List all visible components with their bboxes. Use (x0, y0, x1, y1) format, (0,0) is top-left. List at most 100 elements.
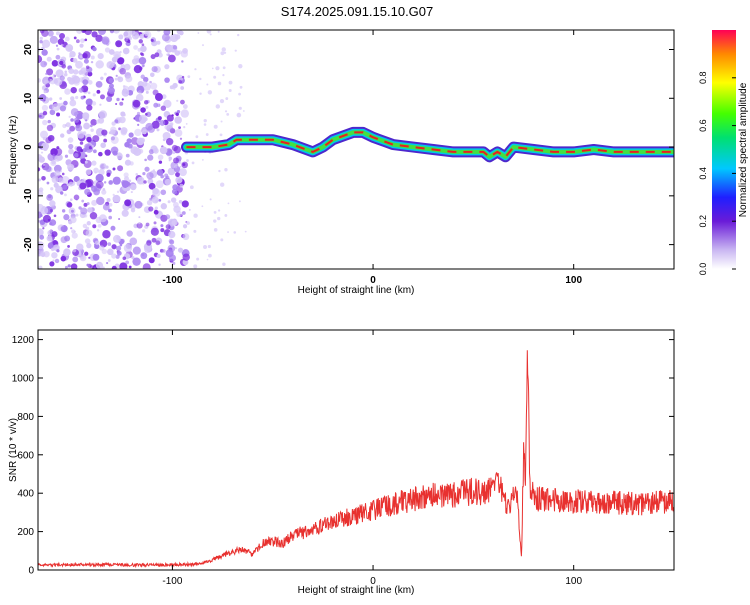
noise-speck (68, 115, 71, 119)
noise-speck (42, 85, 46, 89)
noise-speck (166, 114, 174, 122)
noise-speck (143, 180, 147, 184)
noise-speck (144, 31, 150, 37)
noise-speck-faint (239, 200, 241, 203)
noise-speck-faint (226, 113, 230, 116)
noise-speck (95, 60, 104, 69)
noise-speck-faint (222, 66, 226, 70)
noise-speck (52, 73, 56, 77)
noise-speck (147, 154, 154, 161)
noise-speck (55, 54, 61, 60)
noise-speck (120, 238, 125, 244)
colorbar-tick-label: 0.8 (698, 72, 708, 85)
noise-speck (153, 221, 157, 225)
noise-speck (156, 254, 161, 259)
noise-speck (90, 60, 94, 64)
noise-speck (71, 232, 78, 239)
noise-speck (46, 56, 52, 62)
spectrogram-x-tick-label: 0 (370, 275, 376, 286)
noise-speck (125, 260, 130, 265)
snr-ylabel: SNR (10 * v/v) (8, 418, 19, 482)
noise-speck (143, 76, 149, 83)
noise-speck (41, 39, 51, 49)
noise-speck (42, 227, 45, 230)
noise-speck (42, 163, 46, 167)
noise-speck (167, 54, 176, 63)
noise-speck (52, 103, 61, 112)
noise-speck-faint (234, 49, 237, 52)
noise-speck (111, 253, 117, 259)
noise-speck (83, 214, 88, 218)
noise-speck (60, 133, 65, 138)
noise-speck (87, 207, 93, 213)
noise-speck (148, 182, 156, 190)
noise-speck (85, 169, 92, 176)
noise-speck (145, 90, 149, 94)
noise-speck (61, 209, 66, 213)
noise-speck (179, 183, 184, 188)
noise-speck (172, 151, 176, 155)
noise-speck (49, 208, 54, 213)
noise-speck (51, 231, 58, 238)
noise-speck (83, 58, 89, 64)
noise-speck (158, 160, 163, 164)
spectrogram-xlabel: Height of straight line (km) (298, 285, 415, 296)
spectrogram-x-tick-label: 100 (565, 275, 582, 286)
noise-speck (61, 172, 65, 176)
noise-speck (162, 138, 166, 142)
noise-speck (75, 95, 79, 100)
spectrogram-y-tick-label: 0 (23, 144, 34, 150)
noise-speck (148, 257, 155, 264)
noise-speck (156, 40, 161, 45)
noise-speck (49, 35, 58, 44)
noise-speck-faint (228, 88, 232, 92)
noise-speck-faint (242, 110, 245, 112)
noise-speck (132, 99, 141, 108)
colorbar-label: Normalized spectral amplitude (738, 82, 749, 217)
noise-speck (100, 142, 106, 149)
noise-speck (78, 206, 82, 210)
noise-speck (180, 50, 189, 58)
noise-speck (108, 49, 115, 55)
noise-speck (112, 167, 116, 171)
noise-speck (177, 247, 184, 253)
noise-speck (91, 31, 98, 38)
noise-speck (133, 45, 138, 50)
noise-speck-faint (201, 44, 204, 47)
noise-speck (171, 219, 178, 226)
noise-speck-faint (209, 33, 212, 36)
noise-speck-faint (215, 104, 221, 109)
noise-speck (82, 79, 89, 86)
noise-speck-faint (224, 168, 228, 172)
noise-speck (90, 55, 95, 60)
noise-speck-faint (225, 97, 229, 100)
noise-speck (73, 117, 80, 123)
noise-speck (53, 214, 57, 218)
noise-speck (56, 249, 60, 253)
noise-speck (167, 167, 176, 176)
noise-speck (99, 162, 107, 170)
spectrogram-ridge (181, 126, 674, 163)
noise-speck (72, 248, 77, 253)
noise-speck (178, 79, 183, 84)
snr-y-tick-label: 600 (17, 450, 34, 461)
noise-speck (142, 172, 146, 176)
noise-speck (42, 110, 48, 116)
noise-speck-faint (238, 92, 241, 96)
noise-speck (173, 145, 182, 154)
noise-speck (89, 124, 93, 128)
noise-speck-faint (209, 198, 212, 201)
noise-speck (118, 218, 121, 221)
noise-speck-faint (217, 81, 222, 86)
noise-speck (54, 258, 60, 264)
noise-speck (108, 77, 114, 84)
noise-speck (79, 141, 84, 145)
noise-speck-faint (186, 159, 189, 162)
noise-speck (49, 261, 55, 267)
noise-speck (121, 180, 130, 188)
noise-speck (95, 81, 103, 88)
noise-speck (160, 228, 165, 233)
noise-speck (92, 93, 96, 97)
noise-speck (150, 54, 156, 60)
noise-speck (87, 71, 93, 77)
